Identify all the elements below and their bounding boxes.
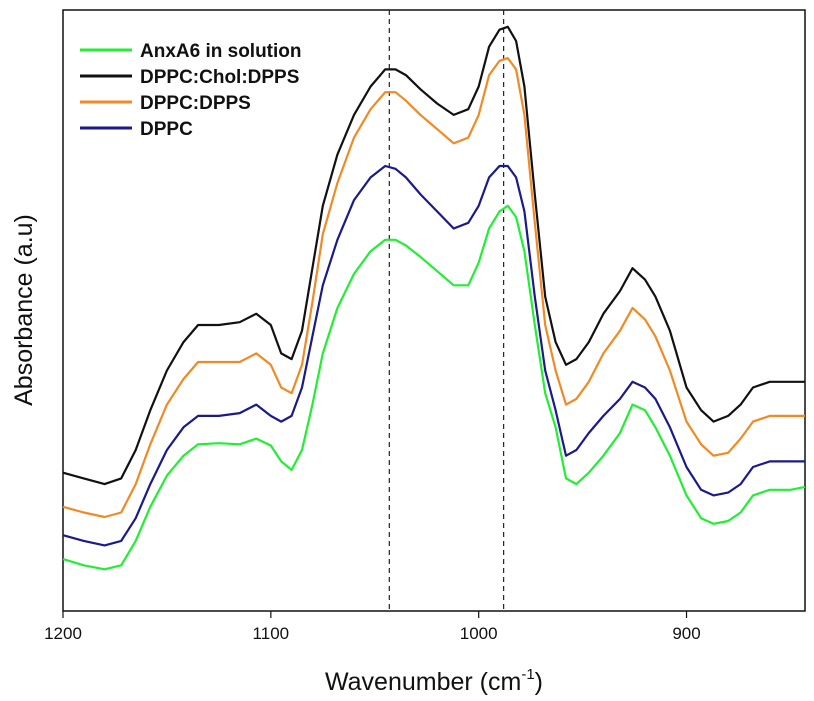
x-tick-label-1000: 1000 bbox=[460, 624, 498, 643]
x-axis-title-superscript: -1 bbox=[521, 666, 534, 683]
x-tick-label-1100: 1100 bbox=[253, 624, 290, 643]
x-axis-title: Wavenumber (cm-1) bbox=[325, 666, 543, 696]
plot-frame bbox=[62, 9, 806, 612]
series-lines bbox=[62, 25, 806, 571]
series-line-dppc-chol-dpps bbox=[62, 25, 805, 486]
x-axis-tick-labels: 1200 1100 1000 900 bbox=[44, 624, 701, 643]
x-tick-label-1200: 1200 bbox=[44, 624, 82, 643]
series-line-dppc bbox=[62, 164, 805, 547]
series-line-dppc-dpps bbox=[62, 57, 805, 519]
legend: AnxA6 in solution DPPC:Chol:DPPS DPPC:DPPS… bbox=[80, 41, 302, 140]
reference-lines bbox=[388, 10, 505, 611]
y-axis-title: Absorbance (a.u) bbox=[10, 214, 38, 406]
x-axis-ticks bbox=[62, 611, 688, 618]
series-line-anxa6-in-solution bbox=[62, 204, 806, 571]
legend-label-3: DPPC bbox=[140, 119, 193, 140]
legend-label-1: DPPC:Chol:DPPS bbox=[140, 67, 299, 88]
legend-label-2: DPPC:DPPS bbox=[140, 93, 251, 114]
x-tick-label-900: 900 bbox=[672, 624, 700, 643]
legend-label-0: AnxA6 in solution bbox=[140, 41, 302, 62]
